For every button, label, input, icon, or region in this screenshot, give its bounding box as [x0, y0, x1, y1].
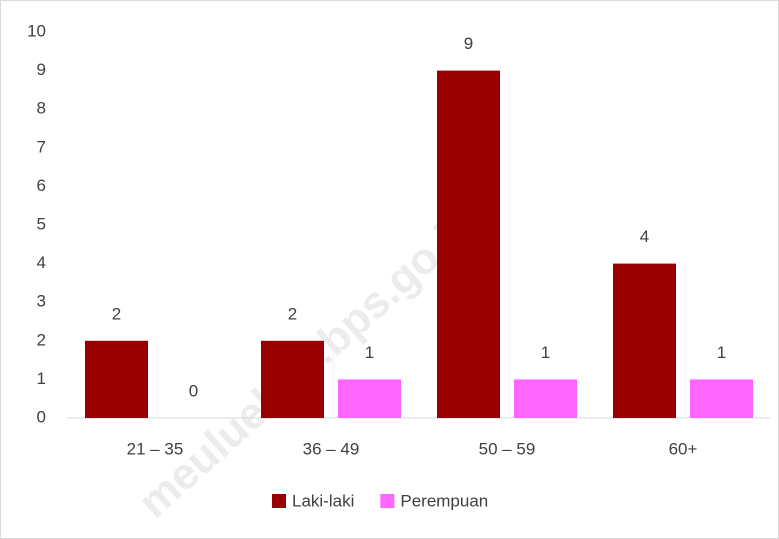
- y-tick-label: 9: [37, 60, 46, 79]
- x-tick-label: 21 – 35: [127, 439, 184, 458]
- y-tick-label: 2: [37, 330, 46, 349]
- y-tick-label: 1: [37, 369, 46, 388]
- data-label: 1: [541, 343, 550, 362]
- data-label: 2: [112, 304, 121, 323]
- x-tick-label: 50 – 59: [479, 439, 536, 458]
- bar: [514, 379, 577, 418]
- data-label: 9: [464, 34, 473, 53]
- y-tick-label: 4: [37, 253, 46, 272]
- bar: [261, 340, 324, 418]
- bar: [338, 379, 401, 418]
- y-tick-label: 6: [37, 176, 46, 195]
- y-tick-label: 8: [37, 99, 46, 118]
- y-tick-label: 3: [37, 292, 46, 311]
- bar: [690, 379, 753, 418]
- data-label: 0: [189, 381, 198, 400]
- data-label: 4: [640, 227, 649, 246]
- legend-label: Laki-laki: [292, 491, 354, 510]
- legend-label: Perempuan: [400, 491, 488, 510]
- bar: [613, 263, 676, 418]
- x-tick-label: 36 – 49: [303, 439, 360, 458]
- bar: [437, 70, 500, 418]
- y-tick-label: 7: [37, 137, 46, 156]
- data-label: 1: [365, 343, 374, 362]
- x-tick-label: 60+: [669, 439, 698, 458]
- y-tick-label: 10: [27, 21, 46, 40]
- data-label: 2: [288, 304, 297, 323]
- legend-swatch: [272, 494, 286, 508]
- y-tick-label: 5: [37, 214, 46, 233]
- y-tick-label: 0: [37, 407, 46, 426]
- data-label: 1: [717, 343, 726, 362]
- bar: [85, 340, 148, 418]
- legend-swatch: [380, 494, 395, 508]
